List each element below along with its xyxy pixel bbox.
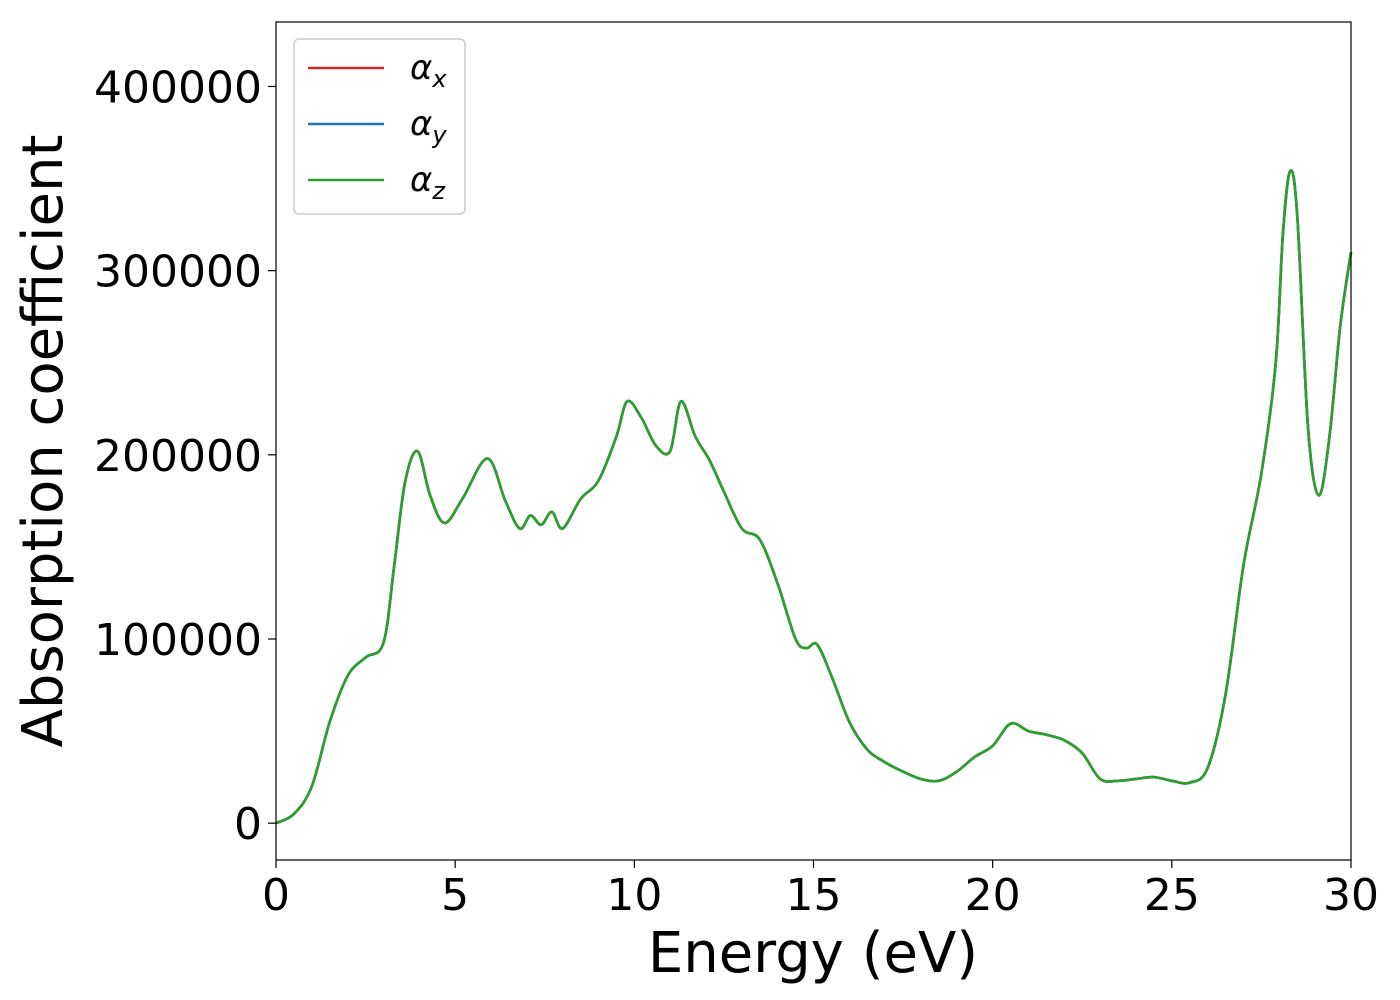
series-line-alpha-z bbox=[275, 169, 1353, 825]
x-tick-label: 15 bbox=[786, 870, 842, 921]
legend-label: αy bbox=[410, 104, 447, 149]
legend: αx αy αz bbox=[293, 38, 466, 215]
y-tick-label: 200000 bbox=[94, 431, 262, 482]
y-tick-label: 100000 bbox=[94, 615, 262, 666]
y-axis: 0 100000 200000 300000 400000 bbox=[94, 62, 276, 850]
y-tick-label: 300000 bbox=[94, 247, 262, 298]
legend-label: αz bbox=[410, 160, 446, 205]
x-tick-label: 30 bbox=[1323, 870, 1379, 921]
legend-box bbox=[293, 38, 466, 215]
x-tick-label: 0 bbox=[262, 870, 290, 921]
y-tick-label: 400000 bbox=[94, 62, 262, 113]
series-layer bbox=[275, 169, 1353, 825]
y-tick-label: 0 bbox=[234, 799, 262, 850]
x-tick-label: 20 bbox=[965, 870, 1021, 921]
legend-label: αx bbox=[410, 48, 447, 93]
x-axis: 0 5 10 15 20 25 30 bbox=[262, 860, 1379, 921]
x-axis-title: Energy (eV) bbox=[648, 921, 978, 986]
y-axis-title: Absorption coefficient bbox=[11, 135, 76, 748]
x-tick-label: 5 bbox=[441, 870, 469, 921]
x-tick-label: 25 bbox=[1144, 870, 1200, 921]
x-tick-label: 10 bbox=[606, 870, 662, 921]
